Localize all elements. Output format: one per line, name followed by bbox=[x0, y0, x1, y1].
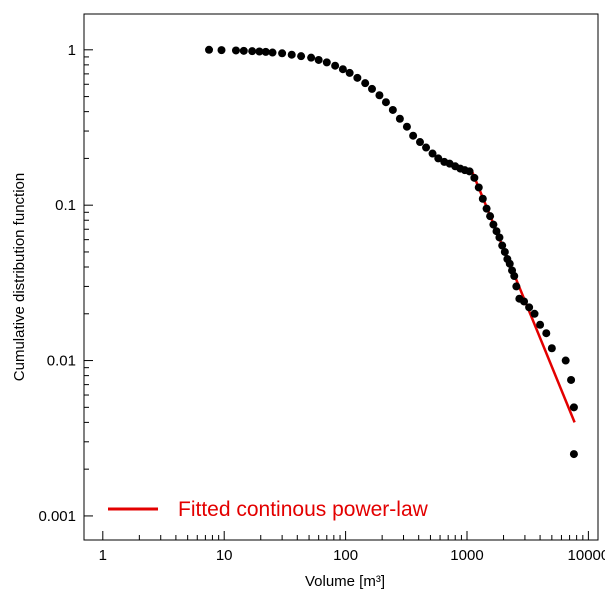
data-point bbox=[338, 65, 347, 74]
data-point bbox=[261, 47, 270, 56]
data-points bbox=[205, 45, 578, 459]
data-point bbox=[525, 303, 534, 312]
data-point bbox=[512, 282, 521, 291]
data-point bbox=[231, 46, 240, 55]
data-point bbox=[205, 45, 214, 54]
data-point bbox=[287, 50, 296, 59]
data-point bbox=[567, 375, 576, 384]
y-tick-label: 1 bbox=[68, 42, 76, 59]
data-point bbox=[248, 47, 257, 56]
data-point bbox=[434, 154, 443, 163]
data-point bbox=[322, 58, 331, 67]
data-point bbox=[569, 450, 578, 459]
data-point bbox=[395, 114, 404, 123]
x-tick-label: 100 bbox=[333, 547, 358, 564]
data-point bbox=[239, 46, 248, 55]
data-point bbox=[388, 105, 397, 114]
legend-label: Fitted continous power-law bbox=[178, 498, 429, 521]
data-point bbox=[345, 68, 354, 77]
data-point bbox=[255, 47, 264, 56]
data-point bbox=[486, 212, 495, 221]
data-point bbox=[314, 55, 323, 64]
data-point bbox=[510, 272, 519, 281]
data-point bbox=[520, 297, 529, 306]
data-point bbox=[547, 344, 556, 353]
data-point bbox=[470, 173, 479, 182]
data-point bbox=[415, 138, 424, 147]
data-point bbox=[536, 320, 545, 329]
data-point bbox=[474, 183, 483, 192]
data-point bbox=[505, 259, 514, 268]
data-point bbox=[482, 204, 491, 213]
data-point bbox=[278, 49, 287, 58]
data-point bbox=[331, 61, 340, 70]
data-point bbox=[353, 73, 362, 82]
x-tick-label: 1000 bbox=[450, 547, 483, 564]
data-point bbox=[500, 247, 509, 256]
data-point bbox=[368, 84, 376, 93]
data-point bbox=[409, 131, 418, 140]
plot-frame bbox=[83, 13, 599, 541]
data-point bbox=[297, 52, 306, 61]
x-axis-label: Volume [m³] bbox=[305, 573, 385, 590]
data-point bbox=[495, 233, 504, 242]
data-point bbox=[402, 122, 411, 131]
data-point bbox=[478, 194, 487, 203]
data-point bbox=[307, 53, 316, 62]
data-point bbox=[381, 98, 390, 107]
data-point bbox=[530, 309, 539, 318]
data-point bbox=[361, 79, 370, 88]
data-point bbox=[489, 220, 498, 229]
y-axis-label: Cumulative distribution function bbox=[11, 173, 28, 381]
data-point bbox=[498, 241, 507, 250]
data-point bbox=[428, 149, 437, 158]
legend: Fitted continous power-law bbox=[108, 498, 429, 521]
y-tick-label: 0.1 bbox=[55, 197, 76, 214]
y-tick-label: 0.001 bbox=[38, 508, 76, 525]
data-point bbox=[561, 356, 570, 365]
x-tick-label: 10 bbox=[216, 547, 233, 564]
data-point bbox=[375, 91, 384, 100]
y-tick-label: 0.01 bbox=[47, 353, 76, 370]
x-tick-label: 1 bbox=[99, 547, 107, 564]
data-point bbox=[217, 46, 226, 55]
data-point bbox=[465, 167, 474, 176]
data-point bbox=[492, 227, 501, 236]
data-point bbox=[268, 48, 277, 57]
data-point bbox=[569, 403, 578, 412]
data-point bbox=[542, 329, 551, 338]
data-point bbox=[422, 143, 431, 152]
